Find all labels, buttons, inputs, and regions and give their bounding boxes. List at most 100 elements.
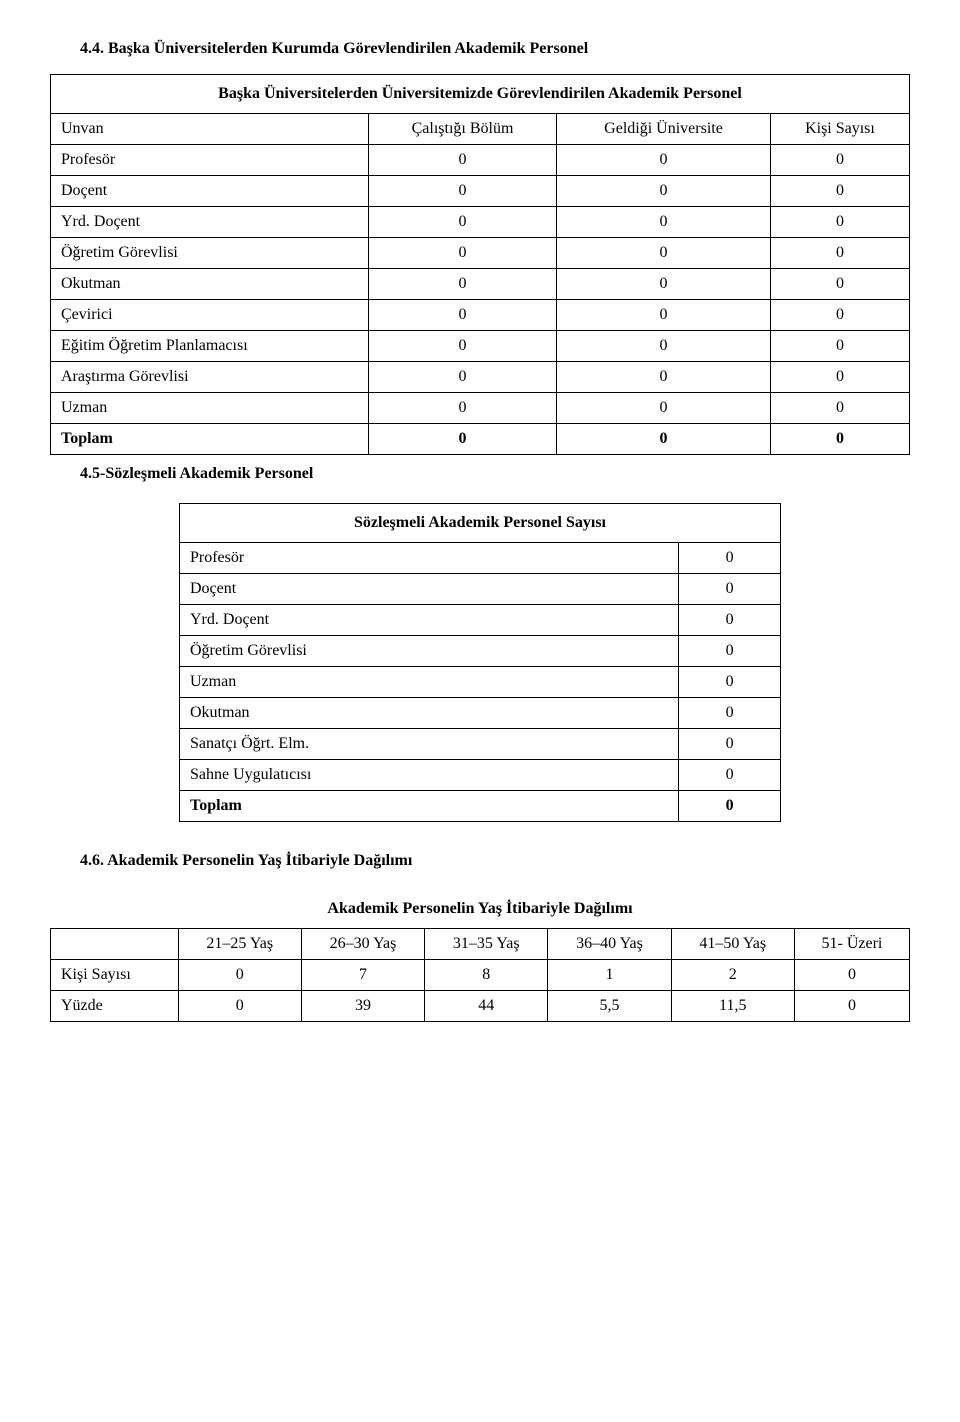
table-row: Uzman000 (51, 393, 910, 424)
cell: 0 (557, 145, 771, 176)
col-header: 31–35 Yaş (425, 929, 548, 960)
col-header: 21–25 Yaş (178, 929, 301, 960)
cell: 0 (178, 991, 301, 1022)
row-label: Doçent (51, 176, 369, 207)
table-44-title: Başka Üniversitelerden Üniversitemizde G… (51, 75, 910, 114)
cell: 0 (679, 760, 781, 791)
cell: 7 (301, 960, 424, 991)
row-label: Sahne Uygulatıcısı (180, 760, 679, 791)
cell: 11,5 (671, 991, 794, 1022)
table-row: Sahne Uygulatıcısı0 (180, 760, 781, 791)
col-header: 41–50 Yaş (671, 929, 794, 960)
row-label: Sanatçı Öğrt. Elm. (180, 729, 679, 760)
cell: 0 (369, 207, 557, 238)
cell: 0 (679, 605, 781, 636)
table-row: Sanatçı Öğrt. Elm.0 (180, 729, 781, 760)
table-row: Eğitim Öğretim Planlamacısı000 (51, 331, 910, 362)
cell: 0 (369, 393, 557, 424)
cell: 0 (679, 729, 781, 760)
row-label: Araştırma Görevlisi (51, 362, 369, 393)
table-45: Sözleşmeli Akademik Personel Sayısı Prof… (179, 503, 781, 822)
section-45-heading: 4.5-Sözleşmeli Akademik Personel (80, 465, 910, 483)
table-44: Başka Üniversitelerden Üniversitemizde G… (50, 74, 910, 455)
col-header: Unvan (51, 114, 369, 145)
table-row-total: Toplam0 (180, 791, 781, 822)
row-label: Yrd. Doçent (180, 605, 679, 636)
table-row: Öğretim Görevlisi0 (180, 636, 781, 667)
col-header: Geldiği Üniversite (557, 114, 771, 145)
table-row: Çevirici000 (51, 300, 910, 331)
cell: 0 (369, 331, 557, 362)
cell: 0 (369, 238, 557, 269)
cell: 0 (557, 207, 771, 238)
row-label: Çevirici (51, 300, 369, 331)
cell: 0 (557, 269, 771, 300)
cell: 0 (770, 238, 909, 269)
table-row: Öğretim Görevlisi000 (51, 238, 910, 269)
cell: 0 (679, 574, 781, 605)
table-row: Yrd. Doçent000 (51, 207, 910, 238)
cell: 0 (770, 424, 909, 455)
row-label: Yrd. Doçent (51, 207, 369, 238)
row-label: Toplam (180, 791, 679, 822)
table-row: Profesör000 (51, 145, 910, 176)
cell: 44 (425, 991, 548, 1022)
row-label: Kişi Sayısı (51, 960, 179, 991)
cell: 0 (679, 636, 781, 667)
cell: 0 (679, 667, 781, 698)
table-46: 21–25 Yaş 26–30 Yaş 31–35 Yaş 36–40 Yaş … (50, 928, 910, 1022)
cell: 0 (369, 362, 557, 393)
row-label: Öğretim Görevlisi (180, 636, 679, 667)
table-row: Kişi Sayısı 0 7 8 1 2 0 (51, 960, 910, 991)
row-label: Uzman (180, 667, 679, 698)
table-row: Doçent0 (180, 574, 781, 605)
cell: 0 (369, 145, 557, 176)
cell: 0 (557, 331, 771, 362)
table-row: Doçent000 (51, 176, 910, 207)
row-label: Okutman (180, 698, 679, 729)
cell: 0 (557, 238, 771, 269)
row-label: Eğitim Öğretim Planlamacısı (51, 331, 369, 362)
table-row: Uzman0 (180, 667, 781, 698)
row-label: Öğretim Görevlisi (51, 238, 369, 269)
cell: 0 (794, 960, 909, 991)
section-44-heading: 4.4. Başka Üniversitelerden Kurumda Göre… (80, 40, 910, 58)
cell: 1 (548, 960, 671, 991)
col-header: 51- Üzeri (794, 929, 909, 960)
table-row: Okutman000 (51, 269, 910, 300)
cell: 0 (770, 300, 909, 331)
cell: 0 (770, 269, 909, 300)
row-label: Profesör (51, 145, 369, 176)
cell: 0 (369, 176, 557, 207)
row-label: Yüzde (51, 991, 179, 1022)
cell: 0 (557, 393, 771, 424)
section-46-heading: 4.6. Akademik Personelin Yaş İtibariyle … (80, 852, 910, 870)
table-row: Araştırma Görevlisi000 (51, 362, 910, 393)
row-label: Profesör (180, 543, 679, 574)
cell: 0 (770, 207, 909, 238)
table-row: Yrd. Doçent0 (180, 605, 781, 636)
table-46-header-row: 21–25 Yaş 26–30 Yaş 31–35 Yaş 36–40 Yaş … (51, 929, 910, 960)
table-row: Profesör0 (180, 543, 781, 574)
cell: 0 (557, 424, 771, 455)
cell: 5,5 (548, 991, 671, 1022)
cell: 0 (770, 176, 909, 207)
cell: 39 (301, 991, 424, 1022)
row-label: Uzman (51, 393, 369, 424)
cell: 0 (369, 269, 557, 300)
cell: 2 (671, 960, 794, 991)
cell: 0 (794, 991, 909, 1022)
row-label: Toplam (51, 424, 369, 455)
table-row-total: Toplam000 (51, 424, 910, 455)
col-header (51, 929, 179, 960)
cell: 0 (770, 145, 909, 176)
cell: 0 (770, 331, 909, 362)
row-label: Okutman (51, 269, 369, 300)
col-header: 26–30 Yaş (301, 929, 424, 960)
cell: 0 (557, 300, 771, 331)
table-row: Yüzde 0 39 44 5,5 11,5 0 (51, 991, 910, 1022)
cell: 0 (369, 300, 557, 331)
table-44-header-row: Unvan Çalıştığı Bölüm Geldiği Üniversite… (51, 114, 910, 145)
col-header: 36–40 Yaş (548, 929, 671, 960)
cell: 0 (557, 362, 771, 393)
